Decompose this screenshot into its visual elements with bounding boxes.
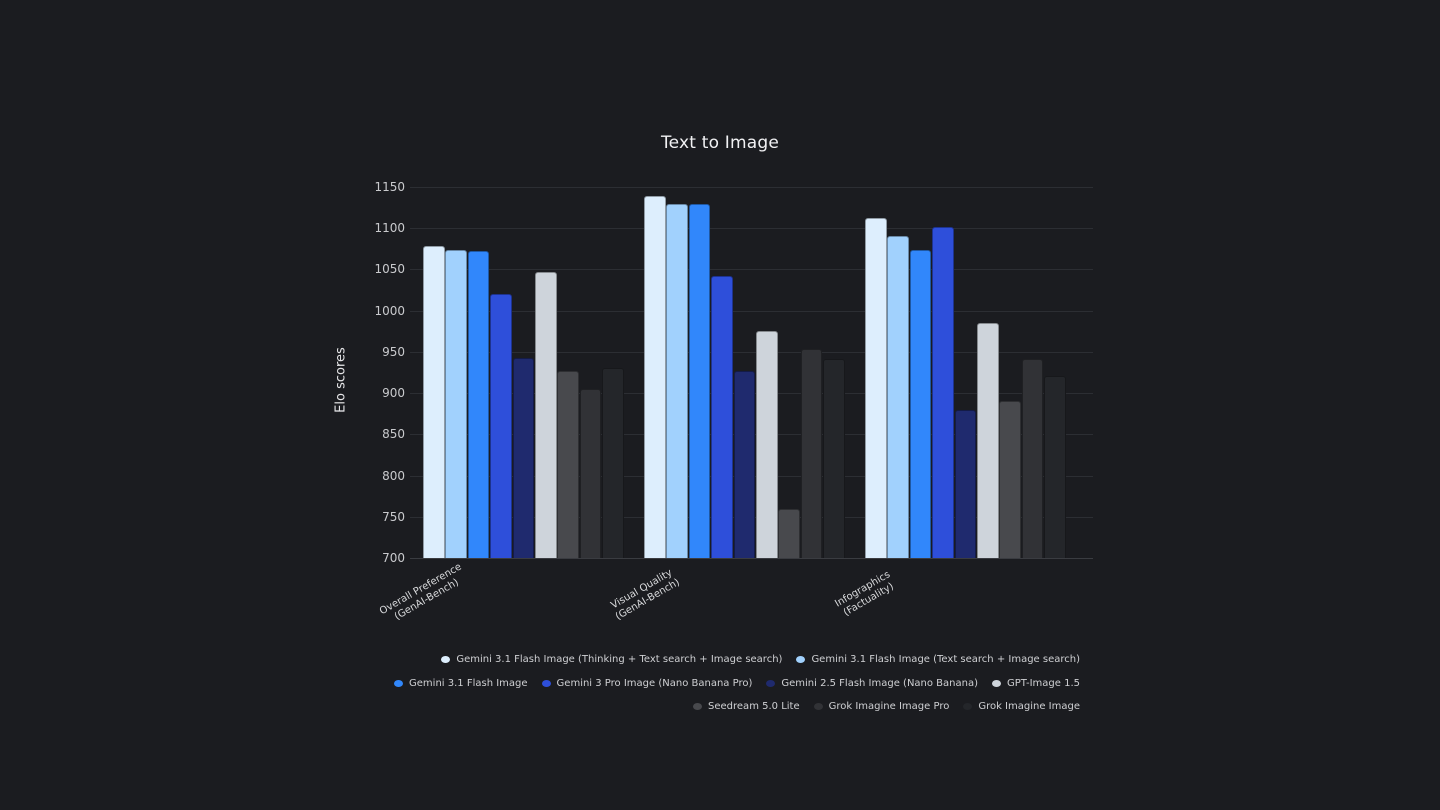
y-tick-label: 800 [382,468,405,483]
bar[interactable] [467,251,490,558]
bar[interactable] [423,245,445,558]
bar[interactable] [557,370,579,558]
gridline [410,187,1093,188]
legend-label: Gemini 3.1 Flash Image [409,678,528,689]
y-tick-label: 1100 [374,221,405,236]
y-tick-label: 750 [382,509,405,524]
bar[interactable] [666,204,688,558]
bar[interactable] [644,196,666,558]
bar[interactable] [800,349,823,558]
legend-item[interactable]: Grok Imagine Image [963,701,1080,712]
bar[interactable] [977,323,999,558]
legend-label: Grok Imagine Image Pro [828,701,950,712]
legend-row: Gemini 3.1 Flash Image Gemini 3 Pro Image… [394,678,1080,689]
legend-item[interactable]: Gemini 3 Pro Image (Nano Banana Pro) [541,678,753,689]
bar[interactable] [999,400,1021,558]
bar[interactable] [512,358,535,558]
gridline [410,352,1093,353]
legend-swatch-icon [394,680,404,687]
bar[interactable] [778,509,800,558]
gridline [410,269,1093,270]
legend-item[interactable]: Seedream 5.0 Lite [693,701,800,712]
legend-swatch-icon [992,680,1002,687]
x-tick-label: Visual Quality (GenAI-Bench) [609,567,682,623]
x-axis-line [410,558,1093,559]
legend-label: Gemini 3.1 Flash Image (Text search + Im… [811,654,1080,665]
legend-swatch-icon [766,680,776,687]
y-tick-label: 700 [382,551,405,565]
legend-swatch-icon [963,703,973,710]
gridline [410,228,1093,229]
legend-item[interactable]: Gemini 3.1 Flash Image (Text search + Im… [796,654,1080,665]
bar[interactable] [602,367,624,558]
legend-label: GPT-Image 1.5 [1007,678,1080,689]
bar[interactable] [1021,359,1044,558]
bar[interactable] [445,250,467,558]
bar[interactable] [823,359,845,558]
legend-label: Gemini 3.1 Flash Image (Thinking + Text … [456,654,783,665]
bar[interactable] [688,204,711,558]
bar[interactable] [909,250,932,558]
legend-label: Gemini 3 Pro Image (Nano Banana Pro) [556,678,753,689]
legend-swatch-icon [796,656,806,663]
legend-item[interactable]: Grok Imagine Image Pro [813,701,950,712]
y-tick-label: 1150 [374,180,405,194]
bar[interactable] [711,276,733,558]
legend-swatch-icon [541,680,551,687]
legend-row: Gemini 3.1 Flash Image (Thinking + Text … [441,654,1080,665]
legend-item[interactable]: GPT-Image 1.5 [992,678,1080,689]
legend-item[interactable]: Gemini 2.5 Flash Image (Nano Banana) [766,678,978,689]
bar[interactable] [756,331,778,558]
legend-label: Gemini 2.5 Flash Image (Nano Banana) [781,678,979,689]
legend-swatch-icon [813,703,823,710]
bar[interactable] [1044,375,1066,558]
bar[interactable] [535,271,557,558]
legend-swatch-icon [693,703,703,710]
gridline [410,311,1093,312]
x-tick-label: Infographics (Factuality) [833,569,896,619]
bar[interactable] [932,227,954,558]
bar[interactable] [733,370,756,558]
y-tick-label: 1000 [374,303,405,318]
legend-item[interactable]: Gemini 3.1 Flash Image (Thinking + Text … [441,654,782,665]
legend-swatch-icon [441,656,451,663]
y-tick-label: 900 [382,386,405,401]
bar[interactable] [887,235,909,558]
y-tick-label: 850 [382,427,405,442]
legend-item[interactable]: Gemini 3.1 Flash Image [394,678,528,689]
bar[interactable] [579,388,602,558]
legend-label: Seedream 5.0 Lite [708,701,800,712]
legend-label: Grok Imagine Image [978,701,1080,712]
bar[interactable] [490,294,512,558]
y-tick-label: 950 [382,344,405,359]
chart-title: Text to Image [660,133,780,153]
bar[interactable] [954,409,977,558]
legend-row: Seedream 5.0 Lite Grok Imagine Image Pro G… [693,701,1080,712]
bar[interactable] [865,217,887,558]
y-tick-label: 1050 [374,262,405,277]
x-tick-label: Overall Preference (GenAI-Bench) [377,561,464,623]
